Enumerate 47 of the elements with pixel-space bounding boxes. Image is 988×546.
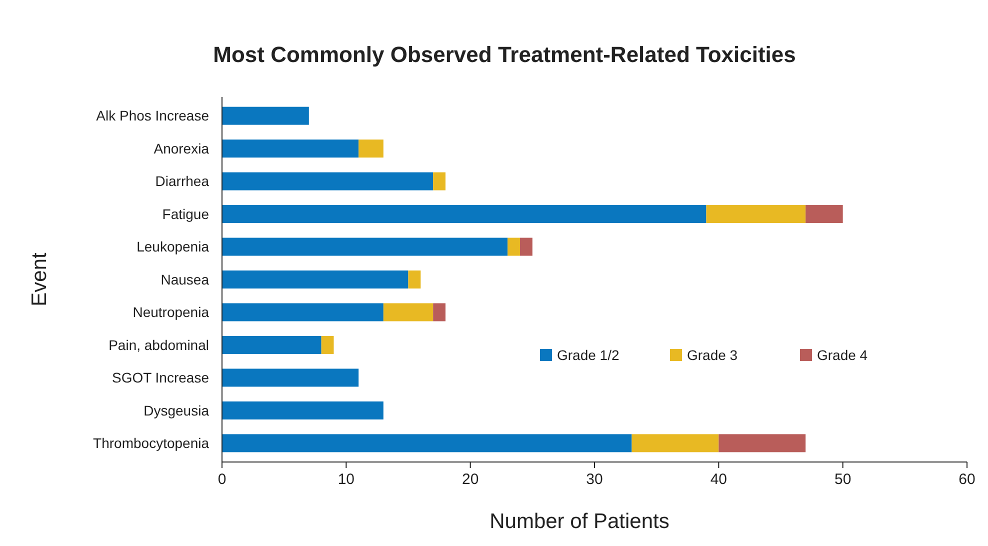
bar <box>222 140 359 158</box>
bar <box>222 270 408 289</box>
bar <box>222 303 384 322</box>
y-tick-label: Leukopenia <box>136 238 210 255</box>
x-tick-label: 50 <box>834 471 852 488</box>
bar <box>508 238 520 256</box>
bar <box>222 434 632 452</box>
y-tick-label: Thrombocytopenia <box>93 435 210 452</box>
y-tick-label: Fatigue <box>162 206 210 222</box>
y-tick-label: Anorexia <box>154 140 210 156</box>
bar <box>520 238 532 256</box>
y-tick-label: Dysgeusia <box>144 402 210 418</box>
bar <box>358 140 384 158</box>
bar <box>706 205 806 224</box>
bar <box>222 172 434 190</box>
bar <box>433 303 446 322</box>
bar <box>408 270 421 289</box>
x-tick-label: 20 <box>462 471 479 488</box>
x-tick-label: 30 <box>586 471 603 488</box>
bar <box>806 205 843 224</box>
y-tick-label: Neutropenia <box>132 304 210 320</box>
chart-title: Most Commonly Observed Treatment-Related Toxicities <box>213 42 796 67</box>
legend-label: Grade 3 <box>687 346 738 363</box>
bar <box>222 368 359 387</box>
bar <box>383 303 434 322</box>
y-tick-label: Diarrhea <box>155 173 210 190</box>
x-axis-title: Number of Patients <box>490 510 670 533</box>
bar <box>321 336 334 354</box>
bar <box>433 172 446 190</box>
x-tick-label: 60 <box>958 471 976 488</box>
y-tick-label: SGOT Increase <box>112 370 210 386</box>
bar <box>718 434 806 452</box>
y-tick-label: Nausea <box>160 271 210 288</box>
bar <box>222 336 322 354</box>
y-axis-title: Event <box>28 252 51 306</box>
bar <box>222 238 508 256</box>
y-tick-label: Alk Phos Increase <box>96 108 210 124</box>
y-tick-label: Pain, abdominal <box>108 336 209 353</box>
legend-label: Grade 4 <box>817 346 868 363</box>
bar <box>222 205 706 224</box>
x-tick-label: 10 <box>338 471 355 488</box>
legend-label: Grade 1/2 <box>557 346 620 363</box>
bar <box>222 106 309 125</box>
bar <box>222 401 384 420</box>
bar <box>632 434 719 452</box>
x-tick-label: 40 <box>710 471 728 488</box>
x-tick-label: 0 <box>218 471 226 488</box>
